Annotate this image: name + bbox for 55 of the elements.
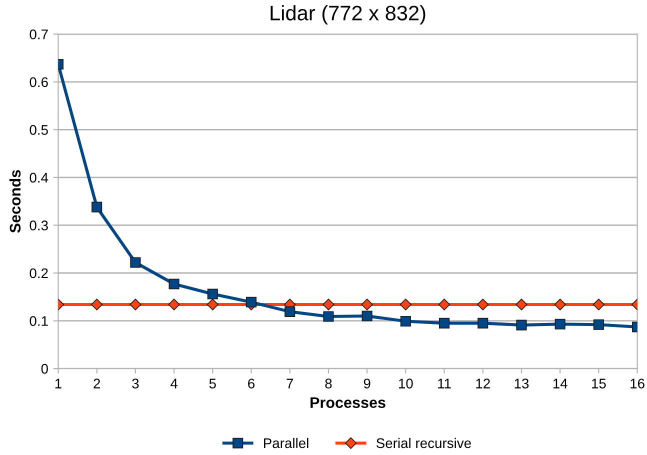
y-tick-label: 0.7 [30, 29, 48, 40]
y-tick-label: 0.5 [30, 125, 48, 135]
point [168, 298, 180, 310]
point [322, 298, 334, 310]
legend-label: Serial recursive [376, 438, 471, 448]
y-tick-label: 0.4 [30, 172, 48, 183]
x-tick-label: 9 [364, 378, 370, 388]
y-tick-label: 0 [41, 364, 48, 374]
point [478, 318, 488, 328]
point [91, 298, 103, 310]
x-tick-label: 2 [94, 378, 100, 388]
x-tick-label: 11 [438, 378, 451, 388]
point [593, 319, 604, 330]
point [207, 288, 218, 300]
x-tick-label: 8 [325, 378, 332, 388]
point [554, 318, 566, 330]
point [438, 318, 450, 328]
point [130, 298, 142, 310]
point [362, 310, 372, 322]
y-tick-label: 0.2 [30, 268, 48, 278]
x-tick-label: 10 [399, 378, 413, 388]
point [554, 298, 566, 310]
point [284, 306, 296, 317]
chart-title: Lidar (772 x 832) [270, 5, 426, 25]
legend-label: Parallel [264, 438, 308, 448]
y-tick-label: 0.3 [30, 220, 48, 230]
point [323, 311, 334, 322]
point [438, 298, 450, 310]
point [400, 316, 411, 327]
point [592, 298, 605, 310]
x-axis-title: Processes [310, 397, 386, 408]
x-tick-label: 12 [476, 378, 490, 388]
x-tick-label: 15 [592, 378, 606, 388]
point [206, 298, 218, 310]
x-tick-label: 4 [170, 378, 178, 388]
x-tick-label: 3 [132, 378, 139, 388]
x-tick-label: 1 [55, 378, 62, 388]
x-tick-label: 6 [248, 378, 255, 388]
point [400, 298, 412, 310]
x-tick-label: 5 [209, 378, 216, 388]
y-tick-label: 0.1 [30, 316, 48, 326]
point [361, 298, 373, 310]
y-tick-label: 0.6 [30, 77, 48, 88]
point [516, 320, 527, 330]
point [130, 257, 141, 268]
x-tick-label: 13 [514, 378, 529, 388]
point [516, 298, 528, 310]
point [92, 202, 102, 212]
point [477, 298, 489, 310]
x-tick-label: 16 [630, 378, 644, 388]
x-tick-label: 7 [286, 378, 294, 388]
x-tick-label: 14 [553, 378, 568, 388]
point [168, 278, 180, 290]
y-axis-title: Seconds [9, 170, 21, 233]
point [246, 296, 257, 308]
